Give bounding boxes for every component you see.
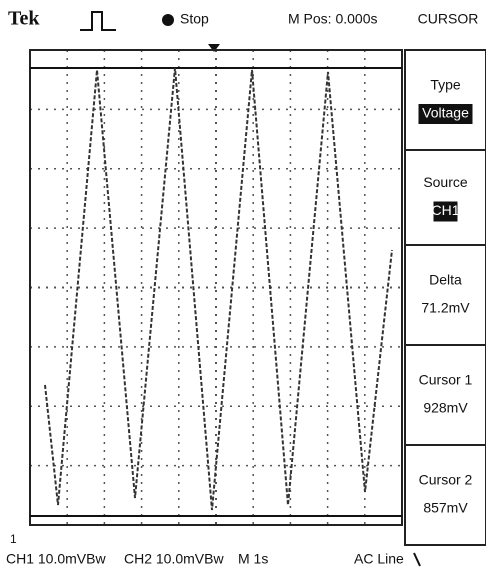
- menu-value: CH1: [431, 202, 459, 218]
- menu-label: Delta: [429, 272, 462, 288]
- m-pos: M Pos: 0.000s: [288, 11, 378, 27]
- ch2-scale: CH2 10.0mVBw: [124, 551, 224, 567]
- menu-label: Cursor 2: [419, 472, 473, 488]
- ch1-marker: 1: [10, 532, 17, 546]
- trigger-source: AC Line: [354, 551, 404, 567]
- timebase: M 1s: [238, 551, 268, 567]
- menu-value: 857mV: [423, 500, 468, 516]
- background: [0, 0, 486, 573]
- page: Tek Stop M Pos: 0.000s CURSOR Type Voltag…: [0, 0, 486, 578]
- menu-value: Voltage: [422, 105, 469, 121]
- menu-value: 71.2mV: [421, 300, 470, 316]
- stop-icon: [162, 14, 174, 26]
- menu-value: 928mV: [423, 400, 468, 416]
- brand: Tek: [8, 8, 40, 30]
- ch1-scale: CH1 10.0mVBw: [6, 551, 106, 567]
- menu-label: Cursor 1: [419, 372, 473, 388]
- menu-title: CURSOR: [418, 11, 479, 27]
- scope-screen: Tek Stop M Pos: 0.000s CURSOR Type Voltag…: [0, 0, 486, 573]
- menu-label: Type: [430, 77, 461, 93]
- menu-label: Source: [423, 174, 468, 190]
- acq-state: Stop: [180, 11, 209, 27]
